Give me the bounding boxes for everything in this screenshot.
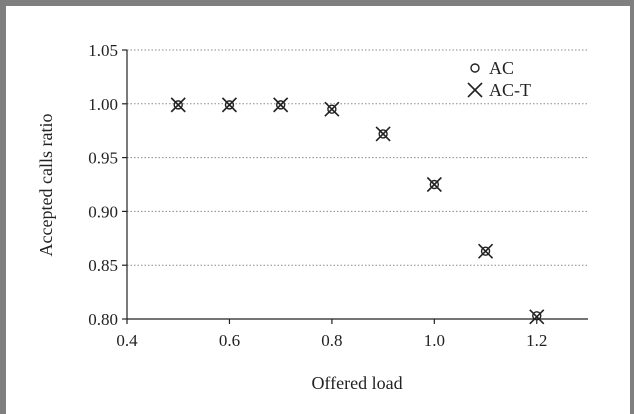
legend-label-ac-t: AC-T — [489, 80, 531, 100]
y-tick-label-2: 0.90 — [88, 202, 118, 221]
y-tick-label-3: 0.95 — [88, 149, 118, 168]
point-ac-t-0 — [171, 98, 185, 112]
y-tick-label-4: 1.00 — [88, 95, 118, 114]
point-ac-t-3 — [325, 102, 339, 116]
x-tick-label-1: 0.6 — [219, 331, 240, 350]
x-tick-label-4: 1.2 — [526, 331, 547, 350]
y-tick-label-0: 0.80 — [88, 310, 118, 329]
legend-circle-marker — [471, 64, 479, 72]
x-axis-label: Offered load — [311, 373, 402, 393]
point-ac-t-4 — [376, 127, 390, 141]
point-ac-t-6 — [479, 244, 493, 258]
x-tick-label-3: 1.0 — [424, 331, 445, 350]
y-axis-ticks: 0.80 0.85 0.90 0.95 1.00 1.05 — [88, 41, 127, 329]
point-ac-t-2 — [274, 98, 288, 112]
y-tick-label-5: 1.05 — [88, 41, 118, 60]
x-tick-label-0: 0.4 — [116, 331, 138, 350]
y-tick-label-1: 0.85 — [88, 256, 118, 275]
y-axis-label: Accepted calls ratio — [36, 114, 56, 257]
x-tick-label-2: 0.8 — [321, 331, 342, 350]
legend: AC AC-T — [468, 58, 531, 100]
legend-x-marker — [468, 83, 482, 97]
point-ac-t-5 — [427, 178, 441, 192]
legend-label-ac: AC — [489, 58, 514, 78]
point-ac-t-1 — [222, 98, 236, 112]
data-points — [171, 98, 544, 324]
x-axis-ticks: 0.4 0.6 0.8 1.0 1.2 — [116, 319, 547, 350]
